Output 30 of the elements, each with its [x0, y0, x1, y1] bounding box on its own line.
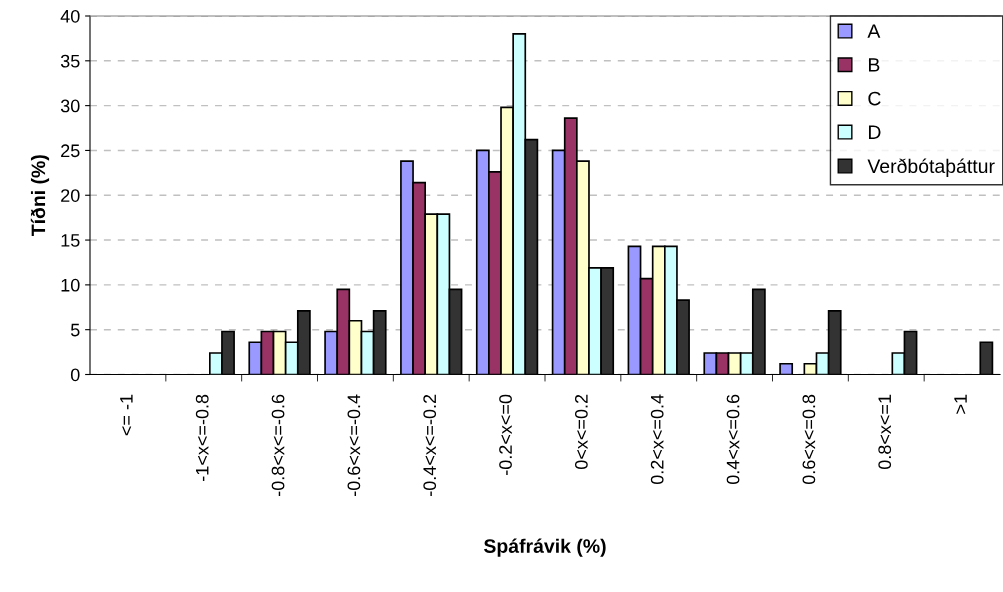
legend-label: Verðbótaþáttur [867, 158, 995, 177]
y-tick-label: 0 [70, 368, 80, 382]
x-tick-label: <= -1 [120, 394, 133, 436]
x-tick-label: >1 [954, 394, 967, 414]
y-tick-label: 10 [61, 278, 80, 292]
y-tick-label: 25 [61, 144, 80, 158]
x-tick-label: -0.2<x<=0 [499, 394, 512, 475]
legend-label: C [868, 91, 881, 106]
y-tick-label: 35 [60, 54, 80, 68]
bar [979, 341, 994, 375]
x-tick-label: -1<x<=-0.8 [195, 394, 209, 481]
x-tick-label: 0.6<x<=0.8 [802, 394, 816, 485]
y-axis-title: Tíðni (%) [30, 155, 50, 237]
y-tick-label: 40 [60, 9, 80, 23]
x-tick-label: -0.6<x<=-0.4 [347, 394, 361, 497]
x-tick-label: 0.4<x<=0.6 [726, 394, 740, 485]
x-axis-title: Spáfrávik (%) [483, 538, 606, 557]
x-tick-label: 0.8<x<=1 [878, 394, 892, 470]
legend-label: B [868, 58, 880, 72]
bar [779, 362, 794, 375]
x-tick-label: -0.8<x<=-0.6 [271, 394, 285, 497]
legend-label: D [868, 125, 881, 139]
y-tick-label: 20 [61, 189, 80, 202]
x-tick-label: -0.4<x<=-0.2 [423, 394, 437, 497]
y-tick-label: 5 [70, 323, 80, 337]
y-tick-label: 15 [61, 234, 80, 247]
y-tick-label: 30 [60, 99, 80, 113]
x-tick-label: 0<x<=0.2 [574, 394, 588, 470]
legend-label: A [867, 24, 881, 38]
x-tick-label: 0.2<x<=0.4 [650, 394, 664, 485]
